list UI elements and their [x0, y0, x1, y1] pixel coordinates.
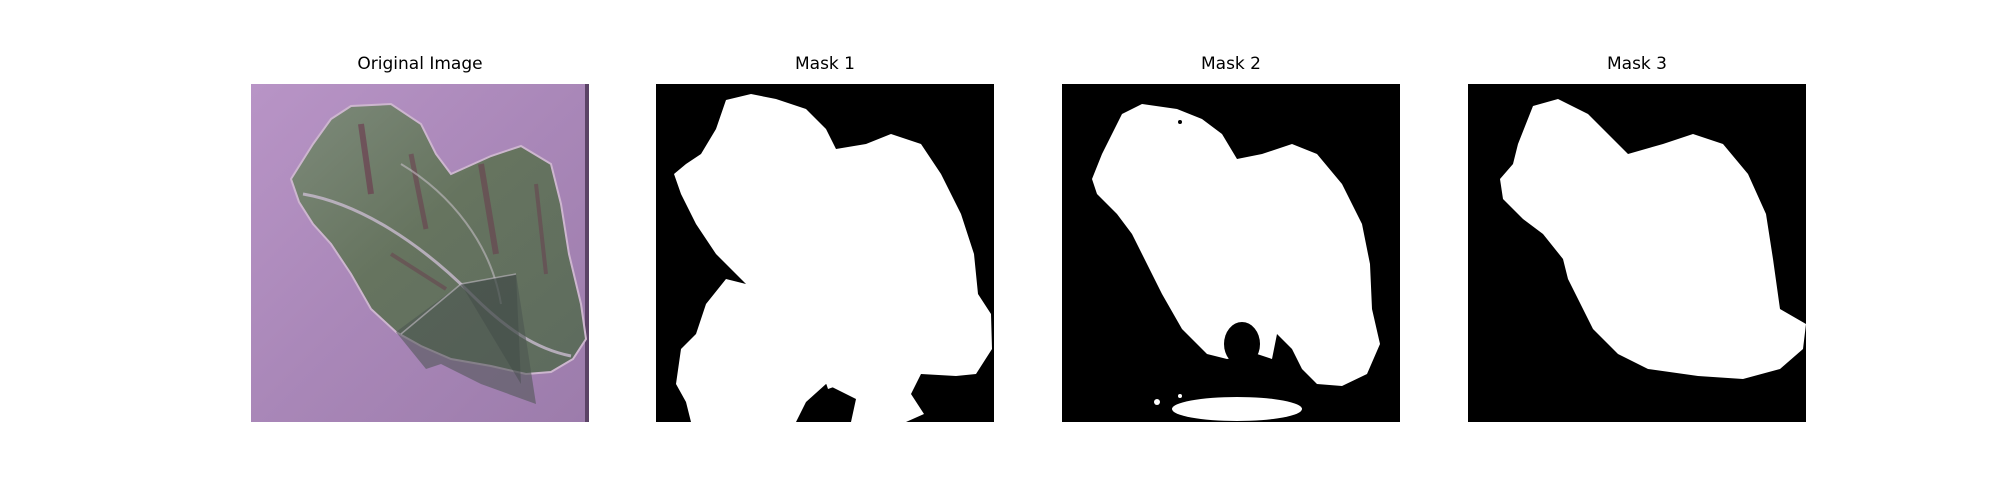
- original-leaf-photo: [251, 84, 589, 422]
- mask-2-image: [1062, 84, 1400, 422]
- panel-title: Original Image: [357, 54, 483, 74]
- panel-title: Mask 1: [794, 54, 855, 74]
- mask-3-image: [1468, 84, 1806, 422]
- mask-1-image: [656, 84, 994, 422]
- panel-title: Mask 3: [1606, 54, 1667, 74]
- panel-title: Mask 2: [1200, 54, 1261, 74]
